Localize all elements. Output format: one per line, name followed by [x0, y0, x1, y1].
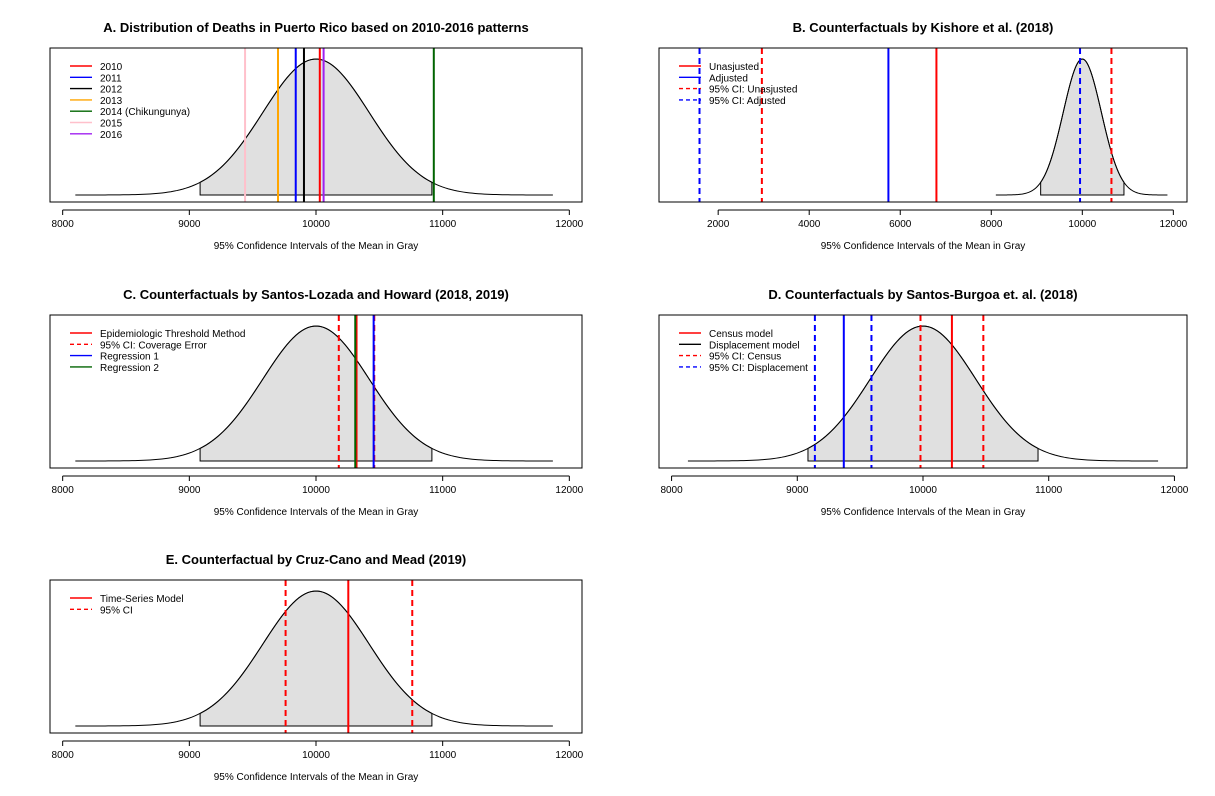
x-tick-label: 12000 [1159, 219, 1187, 230]
x-tick-label: 12000 [555, 485, 583, 496]
legend-label: Epidemiologic Threshold Method [100, 329, 245, 340]
legend-label: 95% CI: Adjusted [709, 96, 786, 107]
ci-shaded-area [199, 590, 433, 727]
legend-label: 95% CI: Coverage Error [100, 340, 207, 351]
density-curve [75, 58, 553, 196]
x-tick-label: 11000 [429, 750, 457, 761]
x-axis-label: 95% Confidence Intervals of the Mean in … [821, 241, 1026, 252]
x-tick-label: 9000 [178, 219, 201, 230]
x-axis-label: 95% Confidence Intervals of the Mean in … [214, 507, 419, 518]
chart-title: A. Distribution of Deaths in Puerto Rico… [103, 20, 528, 35]
plot-frame [658, 314, 1188, 469]
legend-label: Displacement model [709, 340, 800, 351]
x-tick-label: 11000 [1035, 485, 1063, 496]
plot-frame [658, 47, 1188, 203]
x-tick-label: 8000 [660, 485, 683, 496]
legend-label: 95% CI: Displacement [709, 363, 808, 374]
x-tick-label: 11000 [429, 219, 457, 230]
ci-shaded-area [199, 325, 433, 462]
x-tick-label: 9000 [786, 485, 809, 496]
x-tick-label: 10000 [909, 485, 937, 496]
plot-frame [49, 579, 583, 734]
x-tick-label: 10000 [302, 750, 330, 761]
x-tick-label: 10000 [302, 485, 330, 496]
x-tick-label: 8000 [980, 219, 1003, 230]
chart-title: E. Counterfactual by Cruz-Cano and Mead … [166, 552, 467, 567]
x-tick-label: 12000 [555, 219, 583, 230]
x-tick-label: 4000 [798, 219, 821, 230]
x-tick-label: 10000 [302, 219, 330, 230]
legend-label: 2011 [100, 73, 122, 84]
density-curve [75, 590, 553, 727]
legend-label: 2010 [100, 62, 123, 73]
x-tick-label: 2000 [707, 219, 730, 230]
chart-title: D. Counterfactuals by Santos-Burgoa et. … [768, 287, 1077, 302]
ci-shaded-area [807, 325, 1039, 462]
legend-label: Regression 1 [100, 352, 159, 363]
legend-label: Census model [709, 329, 773, 340]
x-tick-label: 9000 [178, 750, 201, 761]
density-curve [687, 325, 1159, 462]
x-tick-label: 11000 [429, 485, 457, 496]
legend-label: 2015 [100, 119, 123, 130]
legend-label: Regression 2 [100, 363, 159, 374]
legend-label: 95% CI: Unasjusted [709, 85, 797, 96]
x-axis-label: 95% Confidence Intervals of the Mean in … [821, 507, 1026, 518]
chart-panel: D. Counterfactuals by Santos-Burgoa et. … [658, 287, 1189, 518]
chart-title: B. Counterfactuals by Kishore et al. (20… [793, 20, 1054, 35]
chart-panel: C. Counterfactuals by Santos-Lozada and … [49, 287, 584, 518]
x-tick-label: 8000 [52, 485, 75, 496]
legend-label: Adjusted [709, 73, 748, 84]
plot-frame [49, 47, 583, 203]
chart-panel: A. Distribution of Deaths in Puerto Rico… [49, 20, 584, 252]
x-axis-label: 95% Confidence Intervals of the Mean in … [214, 241, 419, 252]
legend-label: Time-Series Model [100, 594, 184, 605]
legend-label: 95% CI: Census [709, 352, 781, 363]
legend-label: 2016 [100, 130, 123, 141]
legend-label: 2012 [100, 85, 123, 96]
x-axis-label: 95% Confidence Intervals of the Mean in … [214, 772, 419, 783]
ci-shaded-area [199, 58, 433, 196]
x-tick-label: 8000 [52, 750, 75, 761]
density-curve [75, 325, 553, 462]
x-tick-label: 8000 [52, 219, 75, 230]
x-tick-label: 9000 [178, 485, 201, 496]
chart-title: C. Counterfactuals by Santos-Lozada and … [123, 287, 509, 302]
x-tick-label: 10000 [1068, 219, 1096, 230]
plot-frame [49, 314, 583, 469]
x-tick-label: 12000 [555, 750, 583, 761]
x-tick-label: 12000 [1161, 485, 1189, 496]
legend-label: 2014 (Chikungunya) [100, 107, 190, 118]
legend-label: 2013 [100, 96, 123, 107]
density-curve [995, 58, 1168, 196]
x-tick-label: 6000 [889, 219, 912, 230]
legend-label: 95% CI [100, 605, 133, 616]
chart-panel: E. Counterfactual by Cruz-Cano and Mead … [49, 552, 584, 783]
chart-panel: B. Counterfactuals by Kishore et al. (20… [658, 20, 1188, 252]
legend-label: Unasjusted [709, 62, 759, 73]
